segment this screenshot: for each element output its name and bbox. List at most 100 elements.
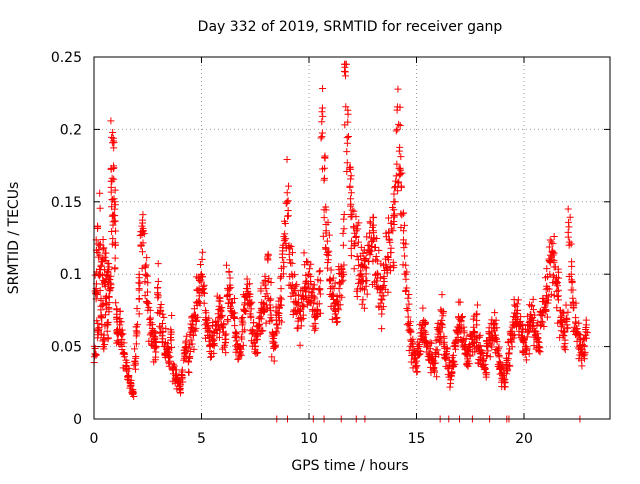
data-point (319, 112, 327, 120)
data-point (188, 340, 196, 348)
data-point (323, 237, 331, 245)
data-point (343, 159, 351, 167)
data-point (531, 311, 539, 319)
data-point (112, 299, 120, 307)
data-point (142, 270, 150, 278)
data-point (250, 319, 258, 327)
data-point (430, 367, 438, 375)
data-point (554, 296, 562, 304)
data-point (572, 318, 580, 326)
data-point (158, 332, 166, 340)
data-point (189, 331, 197, 339)
data-point (333, 318, 341, 326)
data-point (369, 213, 377, 221)
data-point (550, 232, 558, 240)
data-point (210, 342, 218, 350)
data-point (376, 274, 384, 282)
data-point (300, 294, 308, 302)
data-point (165, 348, 173, 356)
data-point (173, 377, 181, 385)
data-point (179, 378, 187, 386)
data-point (359, 249, 367, 257)
data-point (490, 320, 498, 328)
data-point (154, 260, 162, 268)
data-point (391, 184, 399, 192)
data-point (583, 329, 591, 337)
data-point (564, 233, 572, 241)
data-point (413, 368, 421, 376)
data-point (347, 200, 355, 208)
data-point (259, 327, 267, 335)
data-point (458, 336, 466, 344)
data-point (259, 307, 267, 315)
data-point (405, 300, 413, 308)
data-point (192, 324, 200, 332)
data-point (248, 298, 256, 306)
data-point (415, 343, 423, 351)
data-point (294, 299, 302, 307)
data-point (488, 343, 496, 351)
data-point (289, 249, 297, 257)
data-point (207, 353, 215, 361)
data-point (325, 231, 333, 239)
data-point (577, 345, 585, 353)
data-point (334, 304, 342, 312)
data-point (267, 278, 275, 286)
data-point (368, 237, 376, 245)
data-point (390, 220, 398, 228)
data-point (462, 335, 470, 343)
data-point (110, 139, 118, 147)
data-point (132, 332, 140, 340)
data-point (132, 340, 140, 348)
data-point (306, 265, 314, 273)
data-point (138, 248, 146, 256)
data-point (96, 204, 104, 212)
data-point (403, 268, 411, 276)
data-point (550, 258, 558, 266)
data-point (156, 328, 164, 336)
data-point (297, 316, 305, 324)
data-point (96, 251, 104, 259)
data-point (136, 279, 144, 287)
data-point (348, 206, 356, 214)
data-point (247, 299, 255, 307)
data-point (347, 189, 355, 197)
data-point (236, 343, 244, 351)
data-point (401, 252, 409, 260)
data-point (165, 354, 173, 362)
data-point (237, 333, 245, 341)
data-point (340, 271, 348, 279)
data-point (514, 296, 522, 304)
data-point (544, 299, 552, 307)
data-point (98, 258, 106, 266)
data-point (340, 261, 348, 269)
data-point (187, 336, 195, 344)
data-point (457, 314, 465, 322)
data-point (460, 327, 468, 335)
data-point (347, 175, 355, 183)
data-point (94, 334, 102, 342)
data-point (539, 318, 547, 326)
data-point (373, 257, 381, 265)
data-point (203, 316, 211, 324)
data-point (402, 261, 410, 269)
data-point (580, 352, 588, 360)
data-point (522, 356, 530, 364)
data-point (218, 345, 226, 353)
data-point (366, 229, 374, 237)
data-point (309, 292, 317, 300)
data-point (267, 295, 275, 303)
data-point (112, 227, 120, 235)
data-point (110, 162, 118, 170)
data-point (125, 365, 133, 373)
data-point (528, 323, 536, 331)
data-point (201, 289, 209, 297)
axis-ticks: 0 0.05 0.1 0.15 0.2 0.25 0 5 10 15 20 (51, 50, 610, 447)
data-point (346, 163, 354, 171)
data-point (316, 286, 324, 294)
data-point (246, 290, 254, 298)
data-point (262, 319, 270, 327)
data-point (340, 215, 348, 223)
data-point (156, 310, 164, 318)
